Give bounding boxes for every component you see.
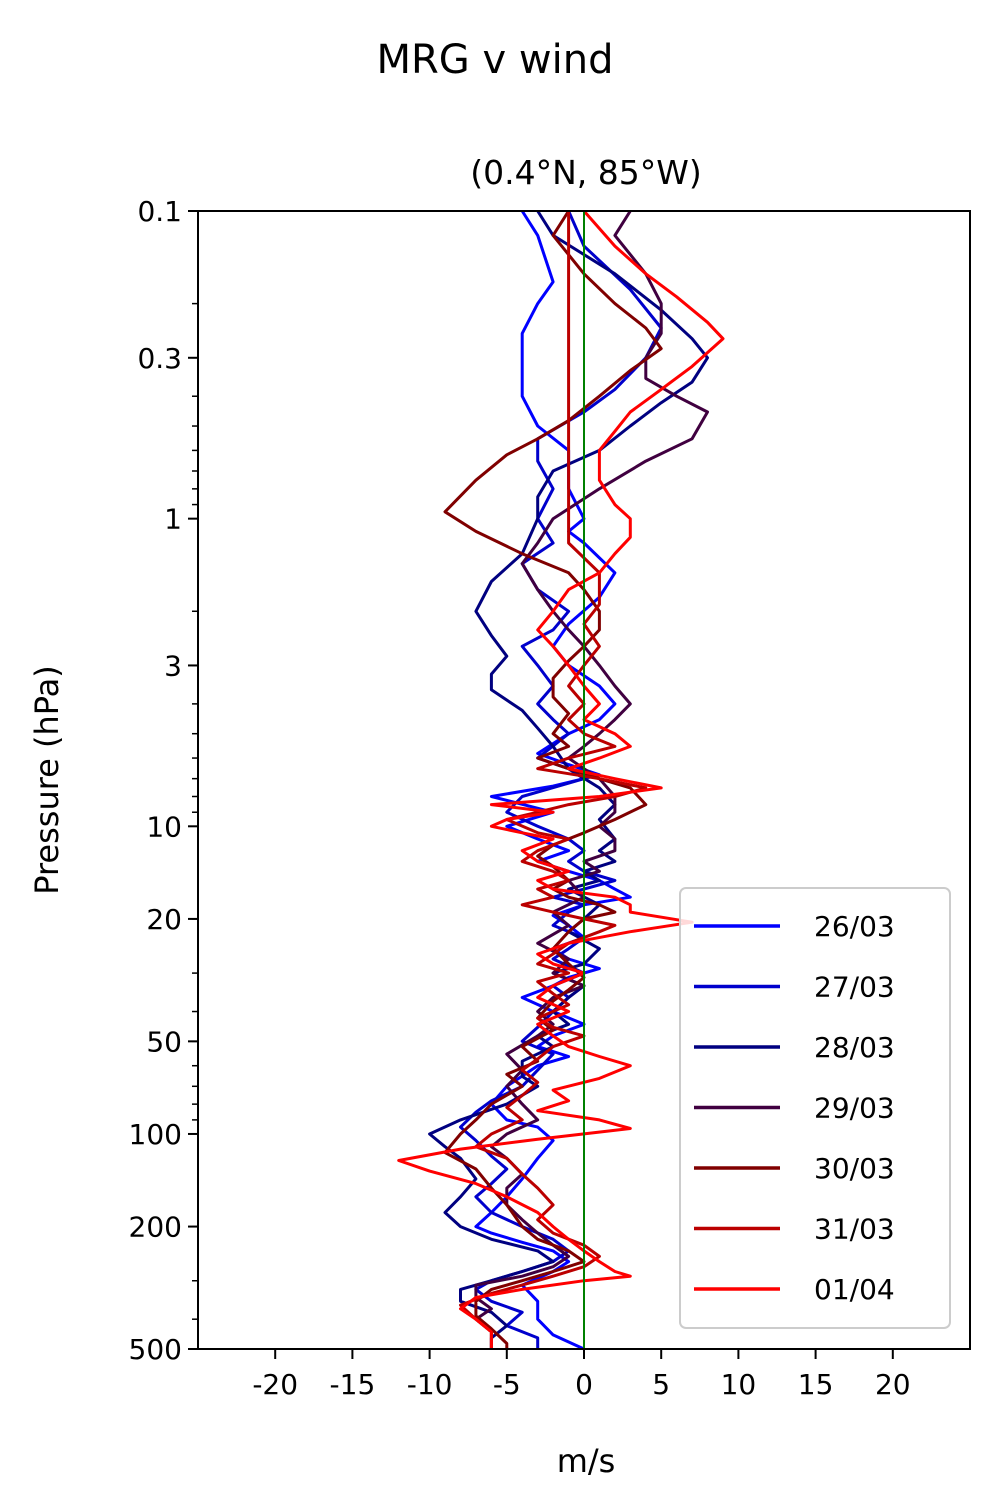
- x-tick-label: -10: [407, 1368, 453, 1401]
- series-line-26-03: [474, 210, 632, 1351]
- x-axis-label: m/s: [557, 1442, 616, 1480]
- y-axis-label: Pressure (hPa): [28, 665, 66, 895]
- y-tick-label: 200: [129, 1211, 182, 1244]
- legend-label: 29/03: [814, 1092, 895, 1125]
- x-tick-label: -5: [493, 1368, 521, 1401]
- legend-label: 31/03: [814, 1213, 895, 1246]
- y-tick-label: 10: [146, 810, 182, 843]
- legend-label: 30/03: [814, 1152, 895, 1185]
- legend-box: [679, 887, 951, 1329]
- axes-group: -20 -15 -10 -5 0 5 10 15 20 0.1 0.3 1 3 10 20 50 100 200 5…: [129, 195, 971, 1401]
- legend-label: 27/03: [814, 971, 895, 1004]
- x-tick-label: 5: [652, 1368, 670, 1401]
- x-tick-label: 15: [798, 1368, 834, 1401]
- y-tick-label: 3: [164, 649, 182, 682]
- y-tick-label: 50: [146, 1025, 182, 1058]
- x-tick-label: -15: [330, 1368, 376, 1401]
- y-tick-label: 500: [129, 1333, 182, 1366]
- y-tick-label: 100: [129, 1118, 182, 1151]
- chart-title: MRG v wind: [377, 37, 614, 83]
- x-tick-label: 20: [875, 1368, 911, 1401]
- y-tick-label: 1: [164, 503, 182, 536]
- series-group: [397, 210, 725, 1351]
- y-tick-label: 20: [146, 903, 182, 936]
- y-tick-label: 0.3: [137, 342, 182, 375]
- legend: 26/03 27/03 28/03 29/03 30/03 31/03 01/04: [679, 887, 951, 1329]
- x-tick-label: 10: [721, 1368, 757, 1401]
- x-tick-label: 0: [575, 1368, 593, 1401]
- legend-label: 01/04: [814, 1273, 895, 1306]
- chart-subtitle: (0.4°N, 85°W): [470, 153, 702, 192]
- x-tick-label: -20: [252, 1368, 298, 1401]
- legend-label: 26/03: [814, 910, 895, 943]
- series-line-28-03: [428, 210, 709, 1349]
- legend-label: 28/03: [814, 1031, 895, 1064]
- y-tick-label: 0.1: [137, 195, 182, 228]
